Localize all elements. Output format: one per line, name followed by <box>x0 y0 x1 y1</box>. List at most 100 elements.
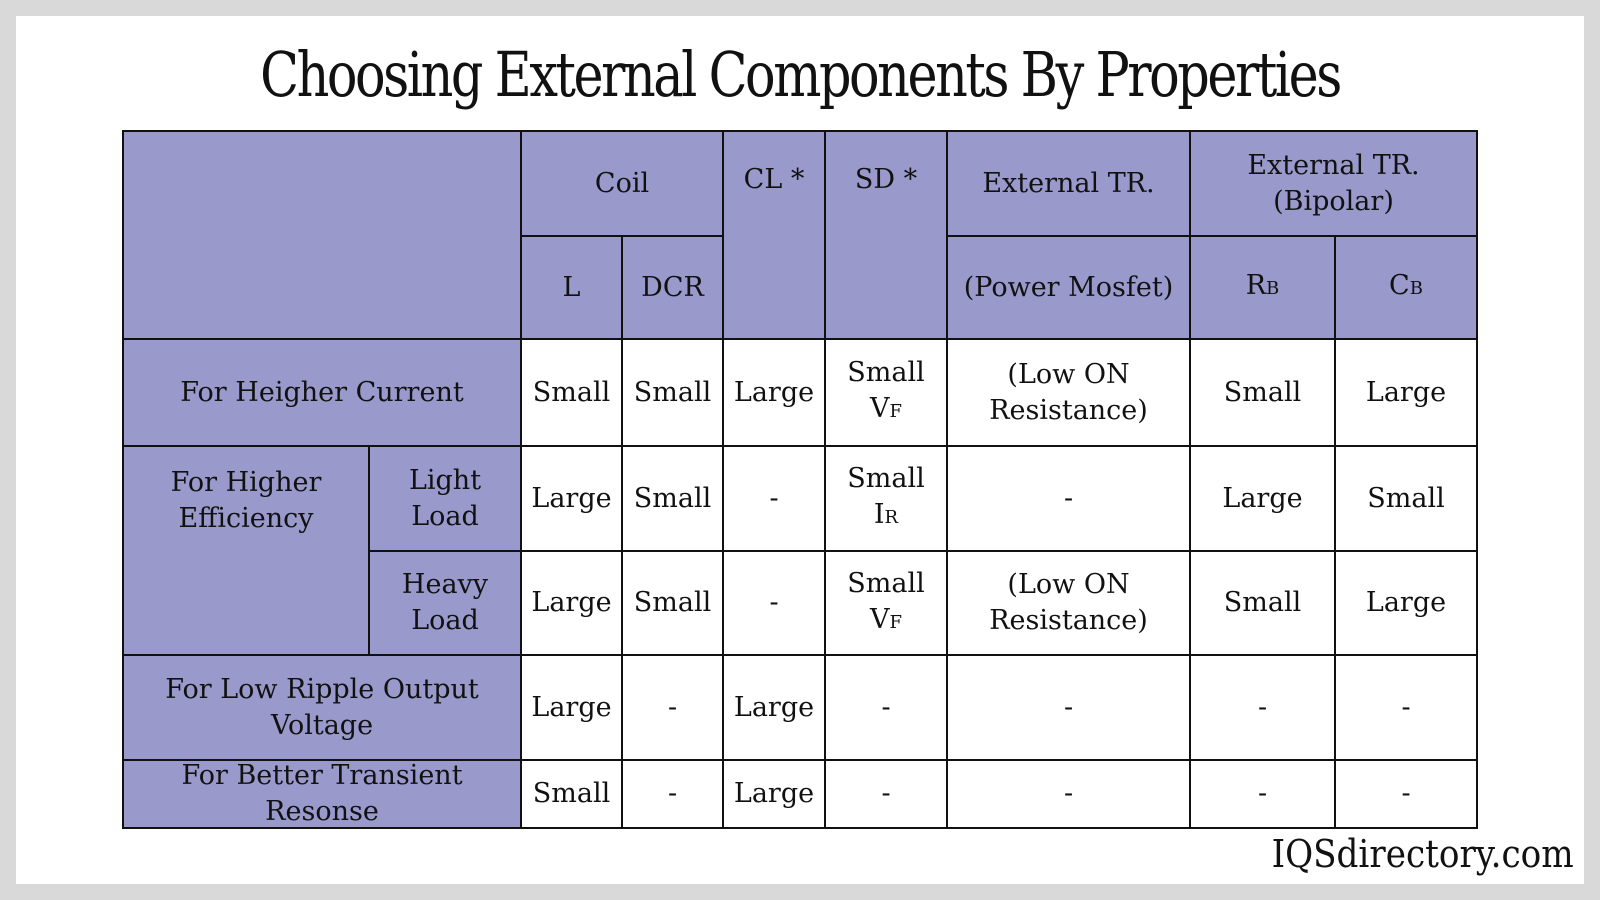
cell-value: Large <box>733 376 815 408</box>
row-label-transient: For Better Transient Resonse <box>122 759 522 829</box>
cell-value: - <box>1063 691 1074 723</box>
header-rb: RB <box>1189 235 1336 340</box>
header-ext-bipolar-line1: External TR. <box>1247 149 1420 181</box>
cell-value-line2: Resistance) <box>989 394 1148 426</box>
row-label-line1: For Low Ripple Output <box>165 673 479 705</box>
symbol-sub: F <box>889 611 903 633</box>
row-label-higher-efficiency: For Higher Efficiency <box>122 445 370 656</box>
cell-value-line1: Small <box>847 357 925 388</box>
cell-value: Large <box>531 482 612 514</box>
header-ext-tr: External TR. <box>946 130 1191 237</box>
header-coil-label: Coil <box>594 167 650 199</box>
cell-value: Small <box>1367 482 1445 514</box>
cell-value: Small <box>633 482 712 514</box>
cell-value: Large <box>531 587 612 618</box>
header-corner <box>122 130 522 340</box>
cell-r1-ext: (Low ON Resistance) <box>946 338 1191 447</box>
cell-r4-RB: - <box>1189 654 1336 761</box>
cell-value: - <box>667 691 678 723</box>
cell-value: Large <box>531 691 612 723</box>
header-cb-sub: B <box>1409 278 1423 299</box>
cell-r2-DCR: Small <box>621 445 724 552</box>
cell-value: - <box>1401 691 1411 723</box>
cell-value: Small <box>532 376 611 408</box>
cell-value: - <box>1401 778 1411 809</box>
cell-r2-CL: - <box>722 445 826 552</box>
cell-value: Small <box>1223 376 1302 408</box>
cell-value: Large <box>1365 376 1447 408</box>
row-sublabel-line2: Load <box>411 605 479 636</box>
cell-r1-L: Small <box>520 338 623 447</box>
cell-value: Large <box>1222 482 1303 514</box>
cell-r2-RB: Large <box>1189 445 1336 552</box>
cell-value: Small <box>532 778 611 809</box>
cell-r5-ext: - <box>946 759 1191 829</box>
cell-r4-CB: - <box>1334 654 1478 761</box>
cell-value-line1: (Low ON <box>1007 569 1130 600</box>
row-label-text: For Better Transient Resonse <box>181 760 463 827</box>
cell-r5-CB: - <box>1334 759 1478 829</box>
cell-r5-SD: - <box>824 759 948 829</box>
row-label-higher-current: For Heigher Current <box>122 338 522 447</box>
cell-r3-CL: - <box>722 550 826 656</box>
cell-r5-CL: Large <box>722 759 826 829</box>
cell-r3-ext: (Low ON Resistance) <box>946 550 1191 656</box>
header-coil-DCR-label: DCR <box>641 271 704 303</box>
cell-r3-DCR: Small <box>621 550 724 656</box>
cell-r3-RB: Small <box>1189 550 1336 656</box>
row-sublabel-line1: Light <box>408 464 482 496</box>
cell-value: - <box>769 587 779 618</box>
header-ext-tr-label: External TR. <box>982 167 1155 199</box>
row-label-text: For Heigher Current <box>180 376 464 408</box>
cell-r4-ext: - <box>946 654 1191 761</box>
symbol-main: V <box>870 393 890 424</box>
cell-value: Large <box>733 691 815 723</box>
cell-value: Large <box>733 778 815 809</box>
header-coil-DCR: DCR <box>621 235 724 340</box>
cell-value: - <box>1063 482 1074 514</box>
header-coil-L-label: L <box>562 271 581 303</box>
header-sd: SD * <box>824 130 948 340</box>
row-sublabel-line1: Heavy <box>401 569 489 600</box>
row-sublabel-heavy-load: Heavy Load <box>368 550 522 656</box>
cell-r1-DCR: Small <box>621 338 724 447</box>
header-ext-bipolar: External TR. (Bipolar) <box>1189 130 1478 237</box>
row-label-line2: Efficiency <box>178 503 314 534</box>
cell-value: - <box>881 691 891 723</box>
row-label-line2: Voltage <box>270 709 374 741</box>
header-coil: Coil <box>520 130 724 237</box>
header-ext-tr-sub: (Power Mosfet) <box>946 235 1191 340</box>
row-sublabel-line2: Load <box>411 500 479 532</box>
symbol-main: V <box>870 603 890 635</box>
cell-r3-L: Large <box>520 550 623 656</box>
header-cl: CL * <box>722 130 826 340</box>
row-label-line1: For Higher <box>170 467 322 498</box>
header-ext-bipolar-line2: (Bipolar) <box>1273 185 1394 217</box>
cell-r1-CB: Large <box>1334 338 1478 447</box>
cell-value-line2: VF <box>870 391 902 430</box>
cell-value-line2: IR <box>874 497 898 536</box>
row-label-low-ripple: For Low Ripple Output Voltage <box>122 654 522 761</box>
header-sd-label: SD * <box>854 164 918 195</box>
cell-r4-SD: - <box>824 654 948 761</box>
cell-value: - <box>667 778 678 809</box>
header-cb: CB <box>1334 235 1478 340</box>
cell-r4-CL: Large <box>722 654 826 761</box>
cell-value: Small <box>1223 587 1302 618</box>
cell-value: - <box>769 482 779 514</box>
cell-r2-CB: Small <box>1334 445 1478 552</box>
header-cl-label: CL * <box>743 164 805 195</box>
cell-value: Large <box>1365 587 1447 618</box>
cell-value: - <box>1257 691 1268 723</box>
cell-value-line1: (Low ON <box>1007 358 1130 390</box>
cell-value-line1: Small <box>847 567 925 599</box>
cell-r5-L: Small <box>520 759 623 829</box>
cell-value: Small <box>633 587 712 618</box>
cell-value: - <box>1063 778 1074 809</box>
cell-value: - <box>881 778 891 809</box>
components-table: Coil L DCR CL * SD * External TR. (Power… <box>122 130 1478 830</box>
header-rb-main: R <box>1245 270 1267 301</box>
cell-r1-RB: Small <box>1189 338 1336 447</box>
cell-r3-SD: Small VF <box>824 550 948 656</box>
cell-value: Small <box>633 376 712 408</box>
